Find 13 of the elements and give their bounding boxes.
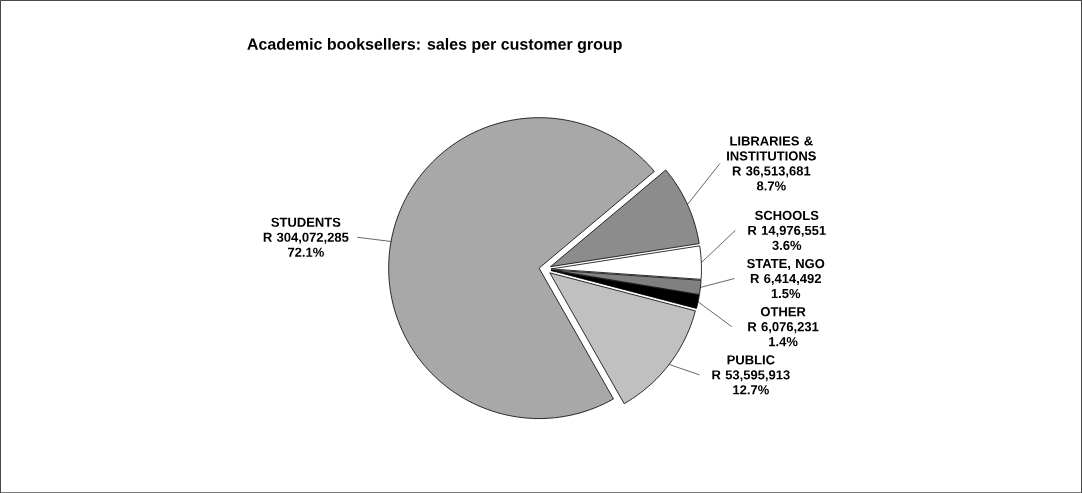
data-label: R 6,414,492 1.5% [750,273,821,299]
slice-label: SCHOOLS [755,210,819,220]
data-label: R 36,513,681 8.7% [732,166,811,191]
data-label: R 53,595,913 12.7% [712,370,790,395]
slice-label: STUDENTS [271,217,341,227]
chart-title: Academic booksellers: sales per customer group [247,37,622,53]
data-label: R 14,976,551 3.6% [748,225,826,250]
data-label: R 6,076,231 1.4% [748,321,819,347]
slice-label: PUBLIC [727,355,775,365]
legend-label: OTHER [760,306,806,317]
data-label: R 304,072,285 72.1% [263,232,349,257]
slice-label: LIBRARIES & INSTITUTIONS [727,136,816,161]
slice-label: STATE, NGO [747,258,825,270]
